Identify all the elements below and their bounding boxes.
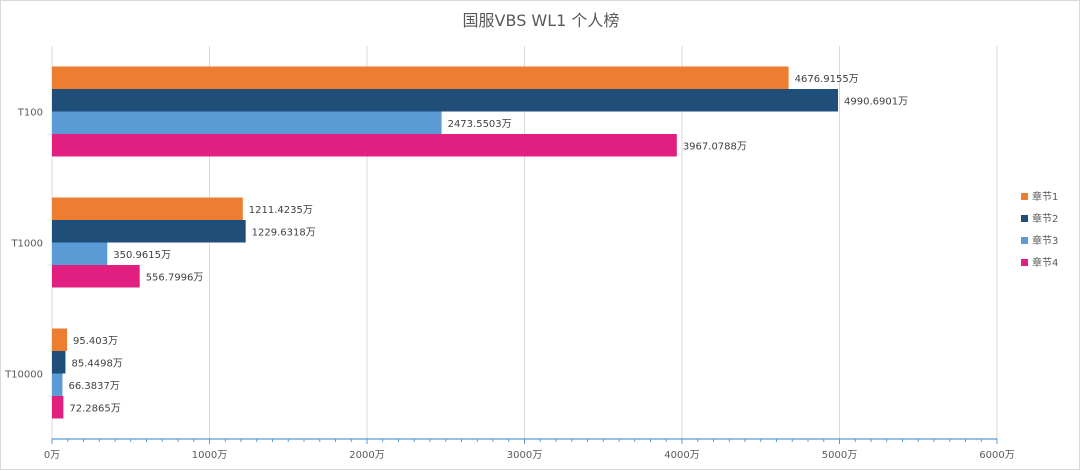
- data-label: 350.9615万: [113, 250, 171, 261]
- bar: [52, 220, 246, 243]
- category-label: T1000: [10, 239, 43, 250]
- bar: [52, 328, 68, 351]
- legend-label: 章节4: [1032, 256, 1058, 269]
- bar: [52, 373, 63, 396]
- bar: [52, 197, 243, 220]
- x-tick-label: 5000万: [822, 450, 857, 461]
- bar: [52, 111, 442, 134]
- legend-swatch: [1021, 259, 1028, 266]
- x-tick-label: 3000万: [507, 450, 542, 461]
- bar: [52, 242, 108, 265]
- chart-title: 国服VBS WL1 个人榜: [463, 11, 620, 30]
- legend-label: 章节3: [1032, 234, 1058, 247]
- x-tick-label: 2000万: [349, 450, 384, 461]
- data-label: 95.403万: [73, 336, 118, 347]
- data-label: 66.3837万: [68, 381, 119, 392]
- data-label: 3967.0788万: [683, 141, 747, 152]
- data-label: 4990.6901万: [844, 96, 908, 107]
- x-tick-label: 6000万: [979, 450, 1014, 461]
- bar: [52, 265, 140, 288]
- bar: [52, 396, 64, 419]
- data-label: 556.7996万: [146, 272, 204, 283]
- x-tick-label: 1000万: [192, 450, 227, 461]
- x-tick-label: 4000万: [664, 450, 699, 461]
- data-label: 72.2865万: [69, 403, 120, 414]
- bar: [52, 134, 677, 157]
- legend-swatch: [1021, 215, 1028, 222]
- data-label: 4676.9155万: [795, 74, 859, 85]
- legend-swatch: [1021, 237, 1028, 244]
- legend-swatch: [1021, 193, 1028, 200]
- data-label: 1211.4235万: [249, 205, 313, 216]
- data-label: 2473.5503万: [448, 119, 512, 130]
- x-tick-label: 0万: [44, 450, 60, 461]
- data-label: 85.4498万: [71, 358, 122, 369]
- bar: [52, 89, 839, 112]
- category-label: T10000: [4, 370, 43, 381]
- data-label: 1229.6318万: [252, 227, 316, 238]
- legend-label: 章节1: [1032, 190, 1058, 203]
- category-label: T100: [17, 108, 43, 119]
- bar: [52, 66, 789, 89]
- bar: [52, 351, 66, 374]
- legend-label: 章节2: [1032, 212, 1058, 225]
